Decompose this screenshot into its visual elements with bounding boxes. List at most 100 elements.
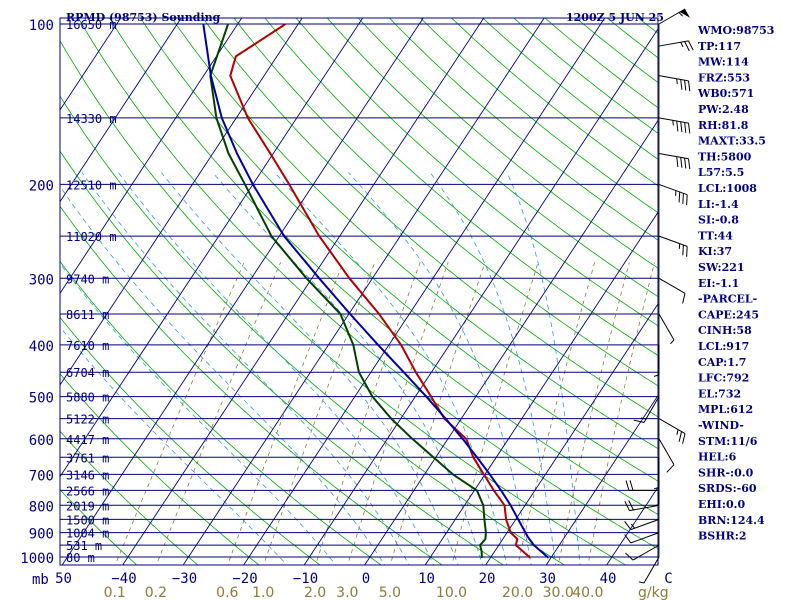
height-label: 9740 m — [66, 272, 109, 286]
pressure-tick-label: 400 — [29, 339, 54, 355]
height-label: 3761 m — [66, 451, 109, 465]
barb-feather — [686, 246, 688, 257]
pressure-tick-label: 300 — [29, 272, 54, 288]
dry-adiabat — [264, 18, 658, 356]
barb-feather — [624, 500, 630, 511]
temperature-tick-label: 0 — [362, 571, 370, 587]
barb-feather — [624, 521, 632, 530]
height-label: 16650 m — [66, 18, 117, 32]
dry-adiabat — [60, 39, 627, 565]
barb-half-feather — [672, 120, 674, 126]
index-line: SHR-:0.0 — [698, 466, 754, 479]
mixing-ratio-line — [347, 262, 449, 565]
wind-barb — [638, 556, 660, 584]
barb-feather — [688, 80, 691, 92]
height-label: 6704 m — [66, 366, 109, 380]
barb-staff — [658, 40, 689, 47]
wind-barb — [624, 500, 660, 512]
height-label: 2019 m — [66, 499, 109, 513]
isotherm — [122, 18, 485, 565]
pressure-tick-label: 200 — [29, 178, 54, 194]
barb-feather — [628, 500, 634, 511]
index-line: SI:-0.8 — [698, 214, 739, 227]
dry-adiabat — [233, 18, 658, 387]
temperature-tick-label: −30 — [172, 571, 197, 587]
index-line: BRN:124.4 — [698, 514, 765, 527]
wind-barb — [658, 313, 675, 345]
dry-adiabat — [171, 18, 658, 450]
dry-adiabat — [295, 18, 658, 327]
height-label: 1500 m — [66, 513, 109, 527]
index-line: FRZ:553 — [698, 71, 750, 84]
index-line: -PARCEL- — [698, 293, 757, 306]
dry-adiabat — [202, 18, 658, 418]
index-line: EL:732 — [698, 387, 741, 400]
barb-feather — [688, 40, 694, 51]
temperature-tick-label: 20 — [479, 571, 496, 587]
barb-feather — [676, 120, 679, 132]
pressure-tick-label: 500 — [29, 391, 54, 407]
barb-feather — [678, 191, 681, 203]
wind-barb — [658, 418, 686, 444]
barb-staff — [632, 544, 660, 561]
pressure-tick-label: 900 — [29, 527, 54, 543]
barb-feather — [680, 157, 683, 168]
dry-adiabat — [60, 430, 199, 565]
barb-staff — [658, 235, 688, 247]
mixing-ratio-label: 0.1 — [104, 585, 126, 600]
isotherm — [243, 18, 606, 565]
isotherm — [545, 394, 658, 565]
barb-feather — [680, 79, 683, 90]
dry-adiabat — [60, 316, 321, 565]
index-line: WMO:98753 — [697, 24, 774, 37]
index-line: BSHR:2 — [698, 530, 747, 543]
moist-adiabat — [506, 172, 581, 565]
height-label: 531 m — [66, 539, 102, 553]
index-line: RH:81.8 — [698, 119, 749, 132]
wind-barb — [633, 396, 660, 423]
barb-feather — [625, 480, 630, 491]
mixing-ratio-label: 40.0 — [572, 585, 603, 600]
index-line: CINH:58 — [698, 324, 752, 337]
barb-feather — [684, 41, 690, 52]
pressure-tick-label: 600 — [29, 433, 54, 449]
dry-adiabat — [77, 18, 658, 550]
index-line: MPL:612 — [698, 403, 753, 416]
chart-frame — [59, 17, 659, 566]
wind-barb — [658, 277, 686, 304]
barb-staff — [643, 396, 660, 423]
temperature-tick-label: 50 — [55, 571, 72, 587]
moist-adiabat — [60, 185, 386, 565]
pressure-tick-label: 100 — [29, 18, 54, 34]
height-label: 2566 m — [66, 484, 109, 498]
index-line: MAXT:33.5 — [698, 135, 766, 148]
barb-staff — [658, 313, 675, 341]
index-line: STM:11/6 — [698, 435, 758, 448]
moist-adiabat — [60, 326, 288, 565]
barb-staff — [658, 75, 689, 82]
barb-feather — [688, 123, 691, 134]
isotherm — [61, 18, 424, 565]
valid-time: 1200Z 5 JUN 25 — [566, 11, 664, 24]
height-label: 1004 m — [66, 527, 109, 541]
wind-barb — [653, 344, 660, 377]
temperature-tick-label: −10 — [293, 571, 318, 587]
gkg-unit-label: g/kg — [638, 585, 669, 600]
index-line: CAPE:245 — [698, 308, 759, 321]
barb-feather — [676, 156, 679, 168]
dry-adiabat — [357, 18, 658, 269]
temperature-tick-label: C — [664, 571, 672, 587]
series-parcel — [202, 23, 550, 559]
index-line: LCL:1008 — [698, 182, 757, 195]
barb-feather — [666, 464, 675, 473]
mixing-ratio-line — [263, 262, 376, 565]
moist-adiabat — [60, 262, 337, 565]
dry-adiabat — [140, 18, 658, 482]
height-label: 7610 m — [66, 339, 109, 353]
index-line: -WIND- — [698, 419, 744, 432]
moist-adiabat — [429, 172, 557, 565]
height-label: 14330 m — [66, 112, 117, 126]
index-line: SW:221 — [698, 261, 745, 274]
index-line: L57:5.5 — [698, 166, 744, 179]
